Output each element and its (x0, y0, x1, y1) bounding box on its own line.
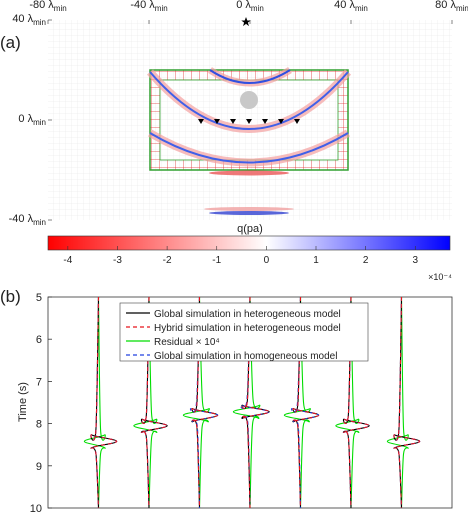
trace (189, 296, 219, 509)
tick-label: 0 λmin (236, 0, 264, 13)
tick-label: -40 λmin (9, 213, 46, 227)
y-axis-label: Time (s) (17, 382, 29, 422)
trace (292, 296, 320, 509)
trace (140, 296, 168, 509)
trace (283, 296, 311, 509)
colorbar-tick-label: 1 (313, 255, 319, 266)
trace (133, 296, 158, 509)
receivers (198, 119, 300, 124)
tick-sub: min (456, 4, 468, 13)
colorbar-label: q(pa) (237, 223, 263, 235)
trace (90, 296, 118, 509)
tick-value: -40 λ (9, 213, 34, 225)
tick-value: 40 λ (334, 0, 355, 11)
tick-sub: min (33, 218, 46, 227)
front-below (209, 170, 289, 176)
tick-sub: min (54, 4, 67, 13)
y-tick-label: 9 (36, 461, 42, 473)
tick-value: 40 λ (12, 13, 33, 25)
legend-label: Global simulation in homogeneous model (154, 351, 337, 362)
tick-label: 80 λmin (435, 0, 468, 13)
y-tick-label: 10 (30, 503, 42, 514)
legend-box (119, 302, 369, 362)
colorbar-tick-label: -3 (113, 255, 122, 266)
trace (232, 296, 261, 509)
trace (393, 296, 421, 509)
trace (83, 296, 106, 509)
source (241, 17, 251, 27)
tick-sub: min (33, 18, 46, 27)
colorbar-tick-label: 3 (412, 255, 418, 266)
panel-label: (b) (0, 287, 21, 306)
outer-box (149, 69, 349, 171)
colorbar-tick-label: -4 (63, 255, 72, 266)
legend-label: Residual × 10⁴ (154, 337, 220, 348)
trace (342, 296, 370, 509)
tick-label: -80 λmin (29, 0, 66, 13)
traces (83, 296, 421, 509)
scatterer (240, 91, 258, 109)
y-tick-label: 5 (36, 292, 42, 304)
front (209, 69, 291, 84)
tick-sub: min (33, 118, 46, 127)
y-tick-label: 7 (36, 376, 42, 388)
tick-label: 0 λmin (18, 113, 46, 127)
front-below (204, 207, 294, 211)
wavefronts (146, 67, 352, 167)
front-below (209, 211, 289, 215)
y-tick-label: 8 (36, 419, 42, 431)
legend-label: Global simulation in heterogeneous model (154, 309, 341, 320)
tick-value: 0 λ (236, 0, 251, 11)
front (149, 71, 349, 130)
trace (393, 296, 421, 509)
front (149, 132, 349, 164)
tick-value: 0 λ (18, 113, 33, 125)
tick-value: 80 λ (435, 0, 456, 11)
colorbar-tick-label: 2 (363, 255, 369, 266)
tick-value: -40 λ (130, 0, 155, 11)
tick-label: 40 λmin (12, 13, 46, 27)
trace (182, 296, 210, 509)
trace (290, 296, 320, 509)
trace (393, 296, 421, 509)
trace (191, 296, 219, 509)
tick-label: -40 λmin (130, 0, 167, 13)
colorbar-tick-label: -2 (163, 255, 172, 266)
trace (90, 296, 118, 509)
tick-sub: min (251, 4, 264, 13)
trace (335, 296, 360, 509)
colorbar-tick-label: 0 (264, 255, 270, 266)
trace (241, 296, 270, 509)
y-tick-label: 6 (36, 334, 42, 346)
wavefield (48, 17, 452, 220)
tick-label: 40 λmin (334, 0, 368, 13)
tick-sub: min (355, 4, 368, 13)
trace (90, 296, 118, 509)
legend-label: Hybrid simulation in heterogeneous model (154, 323, 341, 334)
legend: Global simulation in heterogeneous model… (119, 302, 369, 362)
panel-label: (a) (0, 33, 21, 52)
tick-value: -80 λ (29, 0, 54, 11)
colorbar-tick-label: -1 (212, 255, 221, 266)
tick-sub: min (155, 4, 168, 13)
colorbar (47, 235, 451, 251)
colorbar-exponent: ×10⁻⁴ (428, 272, 452, 282)
trace (386, 296, 409, 509)
